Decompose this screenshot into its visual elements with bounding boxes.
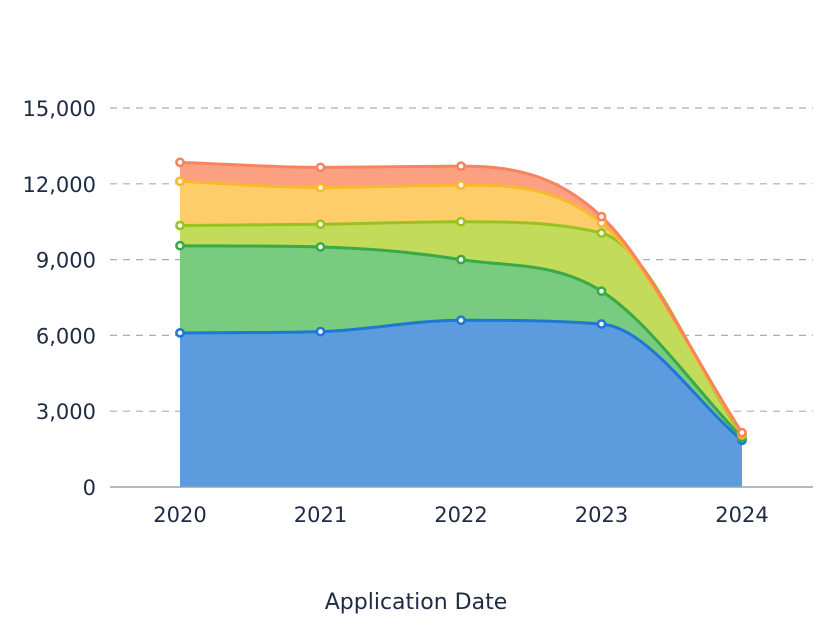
data-point-series-4[interactable]: [176, 178, 183, 185]
y-tick-label: 3,000: [36, 400, 96, 424]
x-axis-title: Application Date: [325, 590, 508, 615]
data-point-series-1[interactable]: [598, 320, 605, 327]
data-point-series-2[interactable]: [598, 288, 605, 295]
y-tick-label: 0: [83, 476, 96, 500]
data-point-series-4[interactable]: [317, 184, 324, 191]
x-tick-label: 2022: [434, 503, 487, 527]
x-tick-label: 2024: [715, 503, 768, 527]
y-tick-label: 15,000: [23, 97, 96, 121]
data-point-series-5[interactable]: [738, 429, 745, 436]
y-tick-label: 9,000: [36, 249, 96, 273]
data-point-series-5[interactable]: [457, 163, 464, 170]
data-point-series-3[interactable]: [317, 221, 324, 228]
y-tick-label: 6,000: [36, 324, 96, 348]
data-point-series-4[interactable]: [457, 181, 464, 188]
data-point-series-3[interactable]: [598, 229, 605, 236]
data-point-series-2[interactable]: [176, 242, 183, 249]
x-tick-label: 2021: [294, 503, 347, 527]
data-point-series-1[interactable]: [457, 317, 464, 324]
y-tick-label: 12,000: [23, 173, 96, 197]
x-tick-label: 2023: [575, 503, 628, 527]
data-point-series-3[interactable]: [457, 218, 464, 225]
data-point-series-2[interactable]: [457, 256, 464, 263]
data-point-series-1[interactable]: [317, 328, 324, 335]
stacked-area-chart: 0 3,000 6,000 9,000 12,000 15,000 2020 2021 2022…: [0, 0, 832, 636]
data-point-series-5[interactable]: [176, 159, 183, 166]
data-point-series-2[interactable]: [317, 243, 324, 250]
data-point-series-5[interactable]: [598, 213, 605, 220]
x-tick-label: 2020: [153, 503, 206, 527]
chart-container: 0 3,000 6,000 9,000 12,000 15,000 2020 2021 2022…: [0, 0, 832, 636]
data-point-series-5[interactable]: [317, 164, 324, 171]
data-point-series-1[interactable]: [176, 329, 183, 336]
data-point-series-3[interactable]: [176, 222, 183, 229]
